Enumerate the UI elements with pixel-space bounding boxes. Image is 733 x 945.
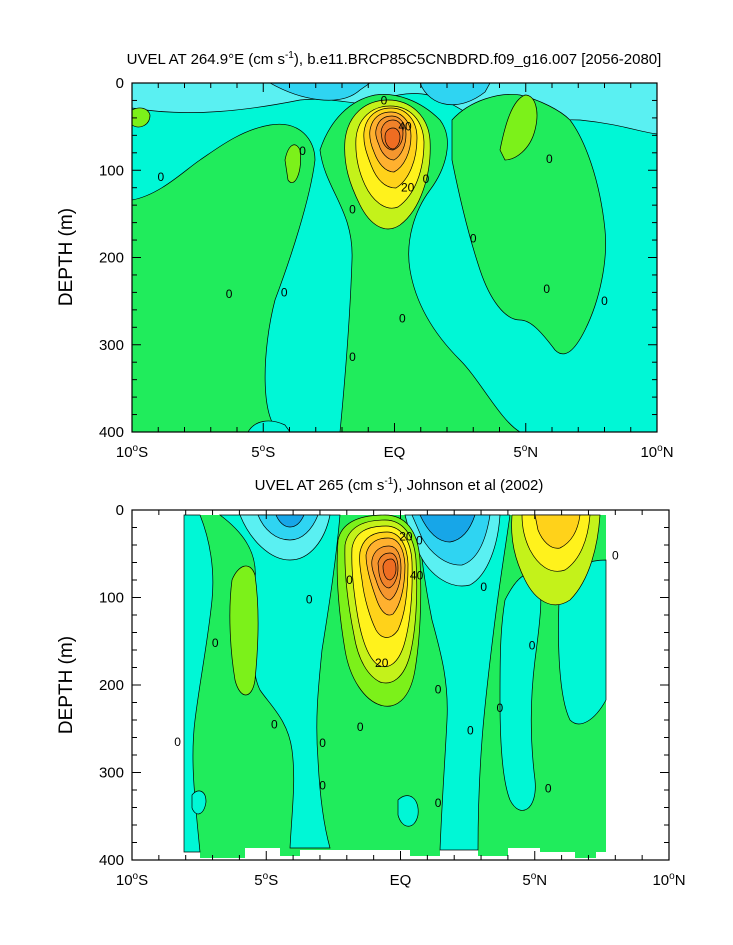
y-tick-label: 300 <box>99 337 124 354</box>
contour-label: 0 <box>480 580 487 594</box>
contour-label: 0 <box>497 701 504 715</box>
contour-label: 0 <box>546 152 553 166</box>
x-tick-label: 10oN <box>652 871 685 889</box>
contour-band <box>284 144 301 183</box>
contour-label: 0 <box>319 779 326 793</box>
contour-band <box>384 127 401 150</box>
panel-model-contours <box>132 83 657 432</box>
contour-label: 0 <box>349 203 356 217</box>
panel-model-contour-labels: 0 40 20 0 0 0 0 0 0 0 0 0 0 0 0 <box>158 93 609 364</box>
contour-label: 0 <box>158 170 165 184</box>
contour-label: 20 <box>399 529 413 543</box>
y-tick-label: 0 <box>116 502 124 519</box>
contour-band <box>275 514 305 528</box>
contour-label: 0 <box>381 93 388 107</box>
contour-band <box>419 83 491 106</box>
contour-label: 0 <box>226 287 233 301</box>
y-tick-label: 0 <box>116 75 124 92</box>
contour-band <box>451 94 606 355</box>
contour-band <box>247 420 291 432</box>
x-tick-label: 5oS <box>251 443 275 461</box>
contour-band <box>499 94 538 161</box>
panel-obs-title: UVEL AT 265 (cm s-1), Johnson et al (200… <box>255 476 544 494</box>
contour-label: 0 <box>470 231 477 245</box>
contour-label: 0 <box>319 736 326 750</box>
y-tick-label: 200 <box>99 250 124 267</box>
contour-band <box>229 565 259 696</box>
contour-label: 0 <box>435 682 442 696</box>
contour-label: 0 <box>423 172 430 186</box>
x-tick-label: 10oN <box>640 443 673 461</box>
panel-model: UVEL AT 264.9°E (cm s-1), b.e11.BRCP85C5… <box>56 50 674 461</box>
x-tick-label: EQ <box>384 444 406 461</box>
contour-band <box>132 123 316 432</box>
panel-model-title: UVEL AT 264.9°E (cm s-1), b.e11.BRCP85C5… <box>127 50 662 68</box>
contour-label: 0 <box>349 350 356 364</box>
y-tick-label: 400 <box>99 424 124 441</box>
contour-label: 0 <box>435 796 442 810</box>
panel-model-ylabel: DEPTH (m) <box>56 208 77 306</box>
y-tick-label: 400 <box>99 852 124 869</box>
x-tick-label: 10oS <box>116 443 148 461</box>
contour-label: 0 <box>346 573 353 587</box>
x-tick-label: 5oS <box>254 871 278 889</box>
contour-label: 0 <box>545 781 552 795</box>
contour-band <box>132 107 151 128</box>
contour-label: 0 <box>416 534 423 548</box>
contour-label: 20 <box>375 656 389 670</box>
x-tick-label: 5oN <box>513 443 538 461</box>
contour-label: 40 <box>410 569 424 583</box>
contour-label: 0 <box>467 724 474 738</box>
contour-band <box>419 514 476 543</box>
contour-label: 0 <box>601 294 608 308</box>
contour-label: 40 <box>398 120 412 134</box>
contour-label: 20 <box>401 181 415 195</box>
contour-label: 0 <box>306 592 313 606</box>
y-tick-label: 100 <box>99 162 124 179</box>
contour-label: 0 <box>271 717 278 731</box>
contour-label: 0 <box>543 282 550 296</box>
x-tick-label: EQ <box>390 872 412 889</box>
contour-band <box>417 514 511 851</box>
contour-band <box>257 514 319 541</box>
contour-label: 0 <box>612 549 619 563</box>
y-tick-label: 300 <box>99 765 124 782</box>
contour-band <box>534 514 581 549</box>
x-tick-label: 10oS <box>116 871 148 889</box>
contour-band <box>269 83 371 101</box>
panel-obs-contours <box>183 514 607 858</box>
y-tick-label: 100 <box>99 590 124 607</box>
contour-band <box>397 795 419 827</box>
contour-label: 0 <box>281 285 288 299</box>
contour-label: 0 <box>299 144 306 158</box>
panel-obs-ylabel: DEPTH (m) <box>56 636 77 734</box>
contour-label: 0 <box>212 636 219 650</box>
contour-band <box>382 558 397 581</box>
contour-label: 0 <box>529 639 536 653</box>
contour-label: 0 <box>174 735 181 749</box>
y-tick-label: 200 <box>99 677 124 694</box>
contour-label: 0 <box>399 312 406 326</box>
panel-obs: UVEL AT 265 (cm s-1), Johnson et al (200… <box>56 476 686 889</box>
x-tick-label: 5oN <box>522 871 547 889</box>
contour-band <box>191 790 207 815</box>
contour-label: 0 <box>357 720 364 734</box>
